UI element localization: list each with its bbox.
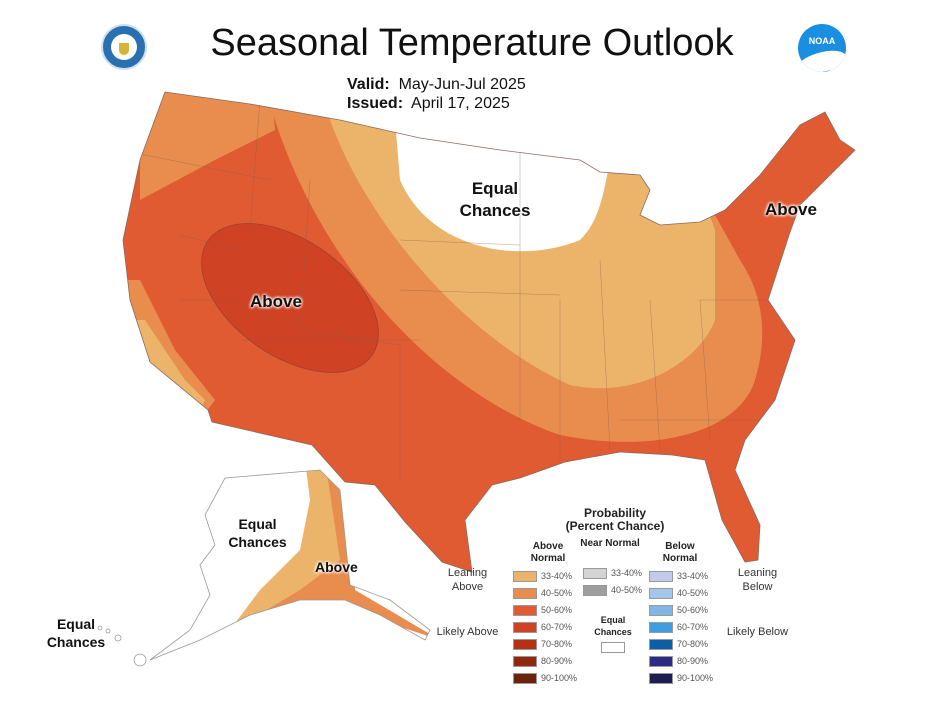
- legend-range-above-6: 90-100%: [541, 673, 578, 683]
- state-borders: [123, 99, 790, 480]
- legend-above-header: Above Normal: [530, 541, 566, 564]
- doc-seal-logo: [101, 24, 147, 70]
- swatch-below-0: [649, 571, 673, 582]
- legend-range-below-0: 33-40%: [677, 571, 709, 581]
- swatch-above-1: [513, 588, 537, 599]
- swatch-above-2: [513, 605, 537, 616]
- swatch-below-5: [649, 656, 673, 667]
- legend-range-below-5: 80-90%: [677, 656, 709, 666]
- page-title: Seasonal Temperature Outlook: [210, 22, 734, 64]
- legend-leaning-above: Leaning Above: [447, 567, 488, 593]
- noaa-logo: NOAA: [798, 24, 846, 72]
- legend-subtitle: (Percent Chance): [565, 519, 665, 533]
- swatch-below-3: [649, 622, 673, 633]
- swatch-near-1: [583, 585, 607, 596]
- hawaii-outline: [97, 625, 147, 667]
- legend-equal-chances: Equal Chances: [594, 615, 632, 637]
- legend-range-below-3: 60-70%: [677, 622, 709, 632]
- swatch-below-4: [649, 639, 673, 650]
- legend-likely-above: Likely Above: [436, 626, 499, 638]
- legend-range-below-1: 40-50%: [677, 588, 709, 598]
- swatch-above-6: [513, 673, 537, 684]
- alaska-outline: [149, 469, 431, 661]
- valid-value: May-Jun-Jul 2025: [398, 76, 526, 93]
- swatch-below-2: [649, 605, 673, 616]
- swatch-above-4: [513, 639, 537, 650]
- legend-range-below-2: 50-60%: [677, 605, 709, 615]
- legend-range-near-0: 33-40%: [611, 568, 643, 578]
- label-above-northeast: Above: [765, 200, 817, 219]
- valid-line: Valid: May-Jun-Jul 2025: [347, 76, 526, 94]
- legend-range-above-3: 60-70%: [541, 622, 573, 632]
- label-equal-chances-hawaii: Equal Chances: [46, 616, 106, 650]
- swatch-above-5: [513, 656, 537, 667]
- legend-range-above-1: 40-50%: [541, 588, 573, 598]
- swatch-below-1: [649, 588, 673, 599]
- label-equal-chances-alaska: Equal Chances: [228, 516, 287, 550]
- label-above-west: Above: [250, 292, 302, 311]
- issued-line: Issued: April 17, 2025: [347, 95, 510, 113]
- swatch-above-3: [513, 622, 537, 633]
- legend-range-near-1: 40-50%: [611, 585, 643, 595]
- legend-range-below-6: 90-100%: [677, 673, 714, 683]
- legend-range-above-5: 80-90%: [541, 656, 573, 666]
- swatch-below-6: [649, 673, 673, 684]
- valid-label: Valid:: [347, 76, 390, 93]
- label-above-alaska: Above: [315, 559, 358, 575]
- legend-range-above-4: 70-80%: [541, 639, 573, 649]
- legend-title: Probability: [583, 506, 646, 520]
- label-equal-chances-conus: Equal Chances: [459, 179, 531, 220]
- legend-below-header: Below Normal: [662, 541, 698, 564]
- swatch-above-0: [513, 571, 537, 582]
- swatch-equal-chances: [601, 642, 625, 653]
- legend: Probability (Percent Chance) Above Norma…: [430, 505, 790, 690]
- legend-likely-below: Likely Below: [726, 626, 789, 638]
- legend-leaning-below: Leaning Below: [737, 567, 778, 593]
- issued-label: Issued:: [347, 95, 404, 112]
- swatch-near-0: [583, 568, 607, 579]
- legend-range-below-4: 70-80%: [677, 639, 709, 649]
- legend-near-header: Near Normal: [580, 538, 640, 549]
- issued-value: April 17, 2025: [411, 95, 510, 112]
- legend-range-above-2: 50-60%: [541, 605, 573, 615]
- legend-range-above-0: 33-40%: [541, 571, 573, 581]
